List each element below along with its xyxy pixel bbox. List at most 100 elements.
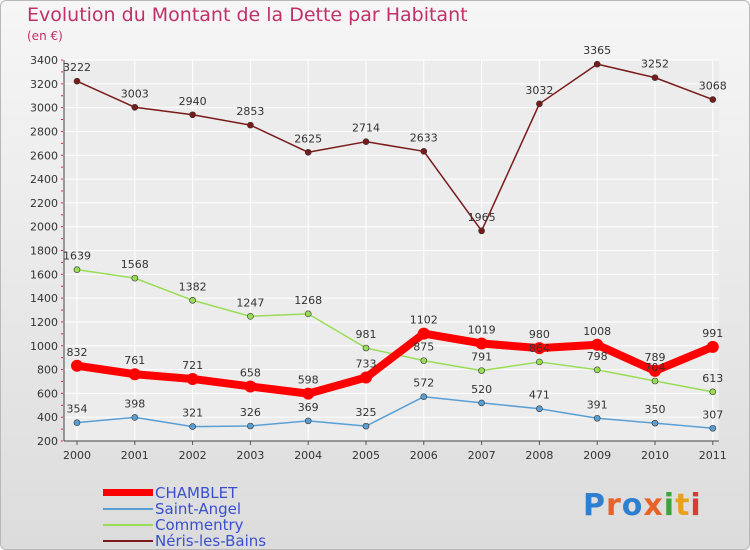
y-tick-label: 200: [37, 435, 58, 448]
x-tick-label: 2000: [63, 449, 91, 462]
data-point-commentry: [593, 366, 601, 374]
y-tick-label: 1600: [30, 268, 58, 281]
legend-label: Néris-les-Bains: [155, 532, 267, 550]
y-tick-label: 2800: [30, 125, 58, 138]
x-tick-label: 2007: [468, 449, 496, 462]
chart-subtitle: (en €): [27, 29, 63, 43]
data-label-saint-angel: 326: [240, 406, 261, 419]
data-label-saint-angel: 325: [356, 406, 377, 419]
legend-swatch-commentry: [103, 524, 153, 526]
data-label-chamblet: 658: [240, 366, 261, 379]
data-label-n-ris-les-bains: 2633: [410, 131, 438, 144]
data-label-saint-angel: 471: [529, 389, 550, 402]
data-point-saint-angel: [304, 417, 312, 425]
y-tick-label: 2200: [30, 197, 58, 210]
series-line-chamblet: [73, 329, 717, 398]
x-tick-label: 2011: [699, 449, 727, 462]
data-label-saint-angel: 354: [67, 403, 88, 416]
data-label-commentry: 864: [529, 342, 550, 355]
data-label-chamblet: 991: [702, 327, 723, 340]
legend-swatch-neris-les-bains: [103, 540, 153, 542]
data-point-saint-angel: [709, 424, 717, 432]
data-point-n-ris-les-bains: [131, 103, 139, 111]
data-label-commentry: 1382: [179, 280, 207, 293]
data-point-n-ris-les-bains: [651, 74, 659, 81]
y-tick-label: 1000: [30, 340, 58, 353]
data-point-commentry: [709, 388, 717, 396]
data-label-chamblet: 980: [529, 328, 550, 341]
data-point-chamblet: [417, 327, 430, 340]
series-line-n-ris-les-bains: [76, 63, 714, 232]
data-label-commentry: 798: [587, 350, 608, 363]
y-tick-label: 1200: [30, 316, 58, 329]
data-point-chamblet: [533, 342, 546, 355]
data-point-n-ris-les-bains: [304, 148, 312, 156]
y-tick-label: 1400: [30, 292, 58, 305]
data-label-n-ris-les-bains: 1965: [468, 211, 496, 224]
legend-label: Commentry: [155, 516, 244, 534]
data-point-commentry: [420, 357, 428, 364]
data-point-n-ris-les-bains: [73, 77, 81, 85]
x-tick-label: 2003: [236, 449, 264, 462]
data-label-saint-angel: 350: [645, 403, 666, 416]
data-label-n-ris-les-bains: 2853: [236, 105, 264, 118]
data-label-chamblet: 1019: [468, 323, 496, 336]
data-point-saint-angel: [131, 414, 139, 421]
legend-label: CHAMBLET: [155, 484, 238, 502]
y-tick-label: 3200: [30, 78, 58, 91]
data-point-chamblet: [706, 340, 719, 353]
data-label-saint-angel: 369: [298, 401, 319, 414]
x-tick-label: 2002: [179, 449, 207, 462]
data-point-n-ris-les-bains: [189, 111, 196, 119]
data-point-commentry: [189, 296, 196, 304]
data-point-n-ris-les-bains: [478, 227, 485, 235]
data-label-n-ris-les-bains: 3222: [63, 61, 91, 74]
data-point-commentry: [73, 266, 81, 273]
data-point-saint-angel: [536, 405, 543, 413]
x-tick-label: 2008: [525, 449, 553, 462]
data-point-chamblet: [71, 359, 83, 372]
data-label-n-ris-les-bains: 2940: [179, 95, 207, 108]
data-point-saint-angel: [189, 423, 196, 430]
data-label-commentry: 1568: [121, 258, 149, 271]
legend-swatch-chamblet: [103, 489, 153, 496]
data-label-chamblet: 1102: [410, 314, 438, 327]
data-point-saint-angel: [593, 414, 601, 422]
data-point-saint-angel: [362, 422, 370, 430]
data-label-commentry: 1639: [63, 250, 91, 263]
data-point-chamblet: [649, 364, 661, 377]
chart-title: Evolution du Montant de la Dette par Hab…: [27, 4, 468, 26]
data-label-n-ris-les-bains: 3003: [121, 87, 149, 100]
data-point-chamblet: [591, 338, 604, 351]
data-label-chamblet: 789: [645, 351, 666, 364]
x-tick-label: 2009: [583, 449, 611, 462]
data-label-chamblet: 721: [182, 359, 203, 372]
y-tick-label: 3000: [30, 102, 58, 115]
y-tick-label: 400: [37, 411, 58, 424]
data-label-saint-angel: 398: [124, 397, 145, 410]
data-label-commentry: 791: [471, 351, 492, 364]
data-label-commentry: 875: [413, 341, 434, 354]
data-label-n-ris-les-bains: 3032: [525, 84, 553, 97]
data-point-n-ris-les-bains: [247, 121, 254, 129]
data-point-saint-angel: [651, 419, 659, 427]
data-label-saint-angel: 321: [182, 407, 203, 420]
data-label-n-ris-les-bains: 2714: [352, 122, 380, 135]
data-point-commentry: [478, 367, 485, 374]
data-point-commentry: [536, 358, 543, 366]
data-label-chamblet: 1008: [583, 325, 611, 338]
y-tick-label: 800: [37, 364, 58, 377]
data-point-n-ris-les-bains: [420, 148, 428, 155]
legend-swatch-saint-angel: [103, 508, 153, 510]
data-label-saint-angel: 572: [413, 377, 434, 390]
data-point-chamblet: [186, 372, 199, 385]
data-point-saint-angel: [247, 422, 254, 430]
data-point-chamblet: [128, 368, 141, 381]
data-label-saint-angel: 520: [471, 383, 492, 396]
data-point-commentry: [247, 313, 254, 320]
y-tick-label: 2000: [30, 221, 58, 234]
data-point-commentry: [131, 274, 139, 282]
x-tick-label: 2004: [294, 449, 322, 462]
